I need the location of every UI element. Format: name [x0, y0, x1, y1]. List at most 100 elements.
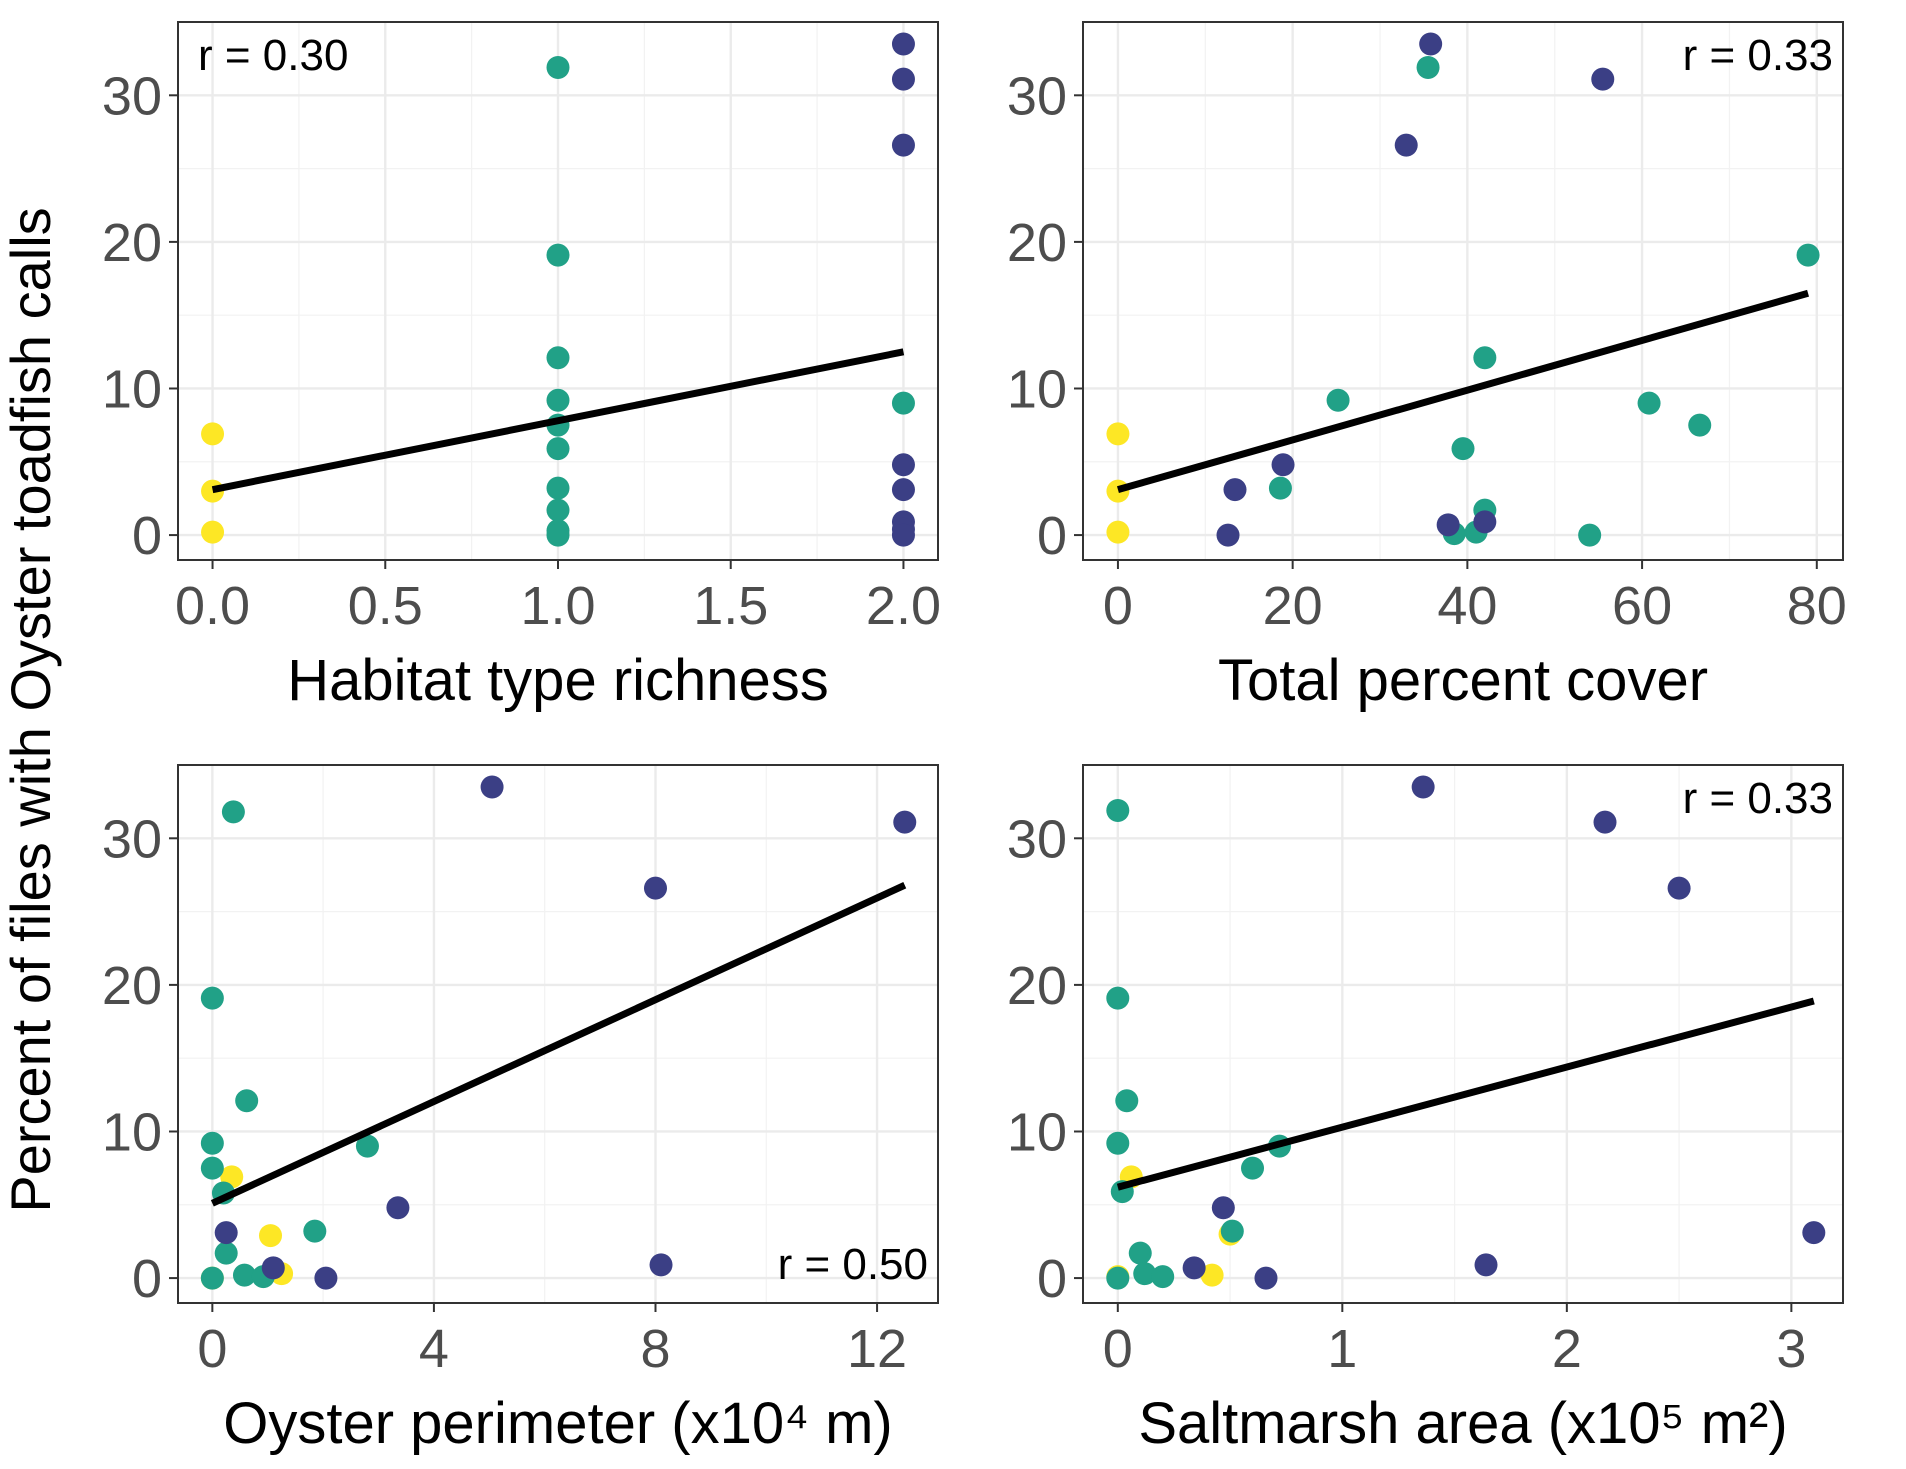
data-point: [480, 775, 504, 799]
data-point: [1637, 391, 1661, 415]
correlation-label: r = 0.50: [778, 1240, 928, 1289]
data-point: [1151, 1265, 1175, 1289]
data-point: [201, 520, 225, 544]
data-point: [1106, 798, 1130, 822]
x-tick-label: 1: [1327, 1319, 1357, 1379]
y-tick-label: 20: [102, 956, 162, 1016]
data-point: [1106, 520, 1130, 544]
plot-background: [178, 765, 938, 1303]
panel-border: [1082, 21, 1844, 561]
data-point: [546, 243, 570, 267]
data-point: [546, 346, 570, 370]
data-point: [546, 388, 570, 412]
correlation-label: r = 0.33: [1683, 31, 1833, 80]
panel-border: [177, 764, 939, 1304]
data-point: [891, 32, 915, 56]
data-point: [1473, 510, 1497, 534]
data-point: [1182, 1256, 1206, 1280]
data-point: [546, 498, 570, 522]
data-point: [1419, 32, 1443, 56]
data-point: [1106, 1131, 1130, 1155]
x-tick-label: 0.0: [175, 576, 250, 636]
data-point: [643, 876, 667, 900]
x-tick-label: 60: [1612, 576, 1672, 636]
y-tick-label: 0: [132, 506, 162, 566]
x-tick-label: 1.0: [520, 576, 595, 636]
x-axis-title: Total percent cover: [1218, 648, 1708, 713]
data-point: [1667, 876, 1691, 900]
data-point: [1436, 513, 1460, 537]
x-tick-label: 40: [1437, 576, 1497, 636]
y-tick-label: 10: [1007, 359, 1067, 419]
x-tick-label: 80: [1787, 576, 1847, 636]
y-tick-label: 20: [102, 213, 162, 273]
data-point: [1115, 1089, 1139, 1113]
x-tick-label: 1.5: [693, 576, 768, 636]
data-point: [1200, 1263, 1224, 1287]
x-tick-label: 0: [1103, 1319, 1133, 1379]
y-tick-label: 0: [132, 1249, 162, 1309]
data-point: [200, 986, 224, 1010]
data-point: [1128, 1241, 1152, 1265]
y-axis-title: Percent of files with Oyster toadfish ca…: [0, 207, 62, 1212]
data-point: [1133, 1262, 1157, 1286]
data-point: [214, 1221, 238, 1245]
data-point: [221, 800, 245, 824]
y-tick-label: 30: [1007, 809, 1067, 869]
regression-line: [1116, 997, 1815, 1191]
data-point: [1223, 478, 1247, 502]
correlation-label: r = 0.33: [1683, 774, 1833, 823]
data-point: [1106, 986, 1130, 1010]
data-point: [546, 523, 570, 547]
data-point: [200, 1131, 224, 1155]
data-point: [891, 523, 915, 547]
y-tick-label: 10: [102, 359, 162, 419]
y-tick-label: 10: [102, 1102, 162, 1162]
regression-line: [210, 882, 907, 1207]
data-point: [546, 55, 570, 79]
data-point: [893, 810, 917, 834]
data-point: [1802, 1221, 1826, 1245]
x-tick-label: 12: [847, 1319, 907, 1379]
x-tick-label: 0: [1103, 576, 1133, 636]
data-point: [891, 67, 915, 91]
data-point: [649, 1253, 673, 1277]
panel-1: 0.0 0.5 1.0 1.5 2.0 0 10 20 30 Habitat type richn…: [102, 21, 941, 713]
data-point: [200, 1156, 224, 1180]
data-point: [261, 1256, 285, 1280]
data-point: [1211, 1196, 1235, 1220]
data-point: [1593, 810, 1617, 834]
regression-line: [211, 348, 905, 494]
data-point: [1591, 67, 1615, 91]
y-tick-label: 30: [102, 66, 162, 126]
y-tick-label: 20: [1007, 213, 1067, 273]
data-point: [1220, 1219, 1244, 1243]
data-point: [355, 1134, 379, 1158]
x-tick-label: 4: [419, 1319, 449, 1379]
data-point: [1106, 479, 1130, 503]
plot-background: [1083, 765, 1843, 1303]
x-tick-label: 3: [1776, 1319, 1806, 1379]
x-axis-title: Habitat type richness: [287, 648, 829, 713]
data-point: [1106, 1266, 1130, 1290]
data-point: [1416, 55, 1440, 79]
x-axis-title: Oyster perimeter (x10⁴ m): [223, 1391, 893, 1456]
x-axis-title: Saltmarsh area (x10⁵ m²): [1138, 1391, 1787, 1456]
y-tick-label: 20: [1007, 956, 1067, 1016]
x-tick-label: 0.5: [348, 576, 423, 636]
x-tick-label: 2: [1552, 1319, 1582, 1379]
data-point: [200, 1266, 224, 1290]
y-tick-label: 30: [102, 809, 162, 869]
data-point: [386, 1196, 410, 1220]
correlation-label: r = 0.30: [198, 31, 348, 80]
data-point: [1473, 346, 1497, 370]
data-point: [303, 1219, 327, 1243]
data-point: [1474, 1253, 1498, 1277]
y-tick-label: 10: [1007, 1102, 1067, 1162]
data-point: [214, 1241, 238, 1265]
data-point: [1451, 437, 1475, 461]
plot-background: [1083, 22, 1843, 560]
data-point: [1271, 453, 1295, 477]
data-point: [891, 133, 915, 157]
